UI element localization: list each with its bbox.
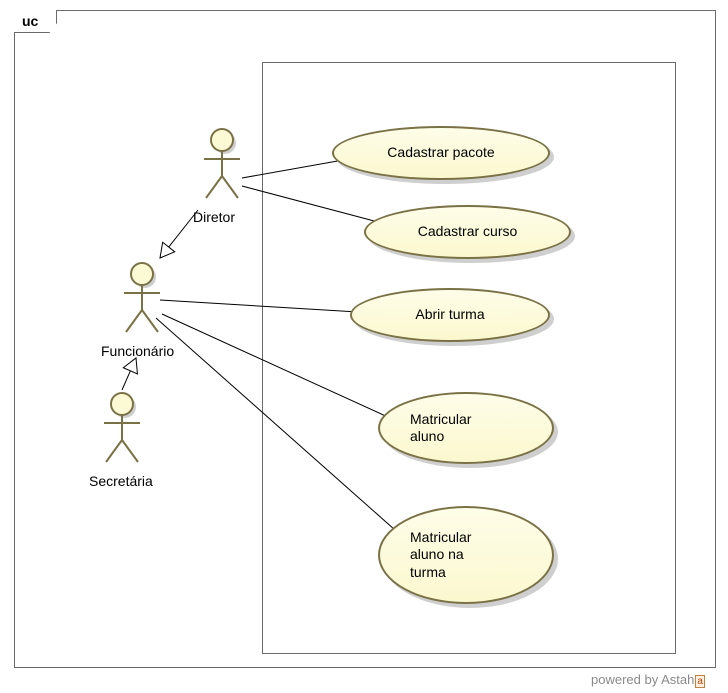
diagram-frame-label: uc — [14, 10, 57, 33]
usecase-matricular-aluno: Matricularaluno — [378, 392, 554, 464]
actor-diretor: Diretor — [196, 128, 248, 202]
footer-text: powered by Astah — [591, 672, 694, 687]
actor-label-funcionario: Funcionário — [101, 343, 174, 359]
diagram-canvas: uc Diretor Funcionário — [0, 0, 728, 693]
usecase-matricular-turma: Matricularaluno naturma — [378, 506, 554, 604]
usecase-abrir-turma: Abrir turma — [350, 288, 550, 342]
usecase-cadastrar-curso: Cadastrar curso — [364, 205, 571, 259]
actor-label-secretaria: Secretária — [89, 473, 153, 489]
usecase-label: Cadastrar curso — [418, 223, 518, 241]
actor-label-diretor: Diretor — [193, 209, 235, 225]
footer-credit: powered by Astaha — [591, 672, 705, 688]
usecase-label: Cadastrar pacote — [387, 144, 494, 162]
actor-funcionario: Funcionário — [116, 262, 168, 336]
astah-mark-icon: a — [695, 675, 705, 688]
usecase-label: Matricularaluno naturma — [410, 529, 471, 582]
usecase-cadastrar-pacote: Cadastrar pacote — [332, 126, 550, 180]
usecase-label: Abrir turma — [415, 306, 484, 324]
usecase-label: Matricularaluno — [410, 411, 471, 446]
actor-secretaria: Secretária — [96, 392, 148, 466]
